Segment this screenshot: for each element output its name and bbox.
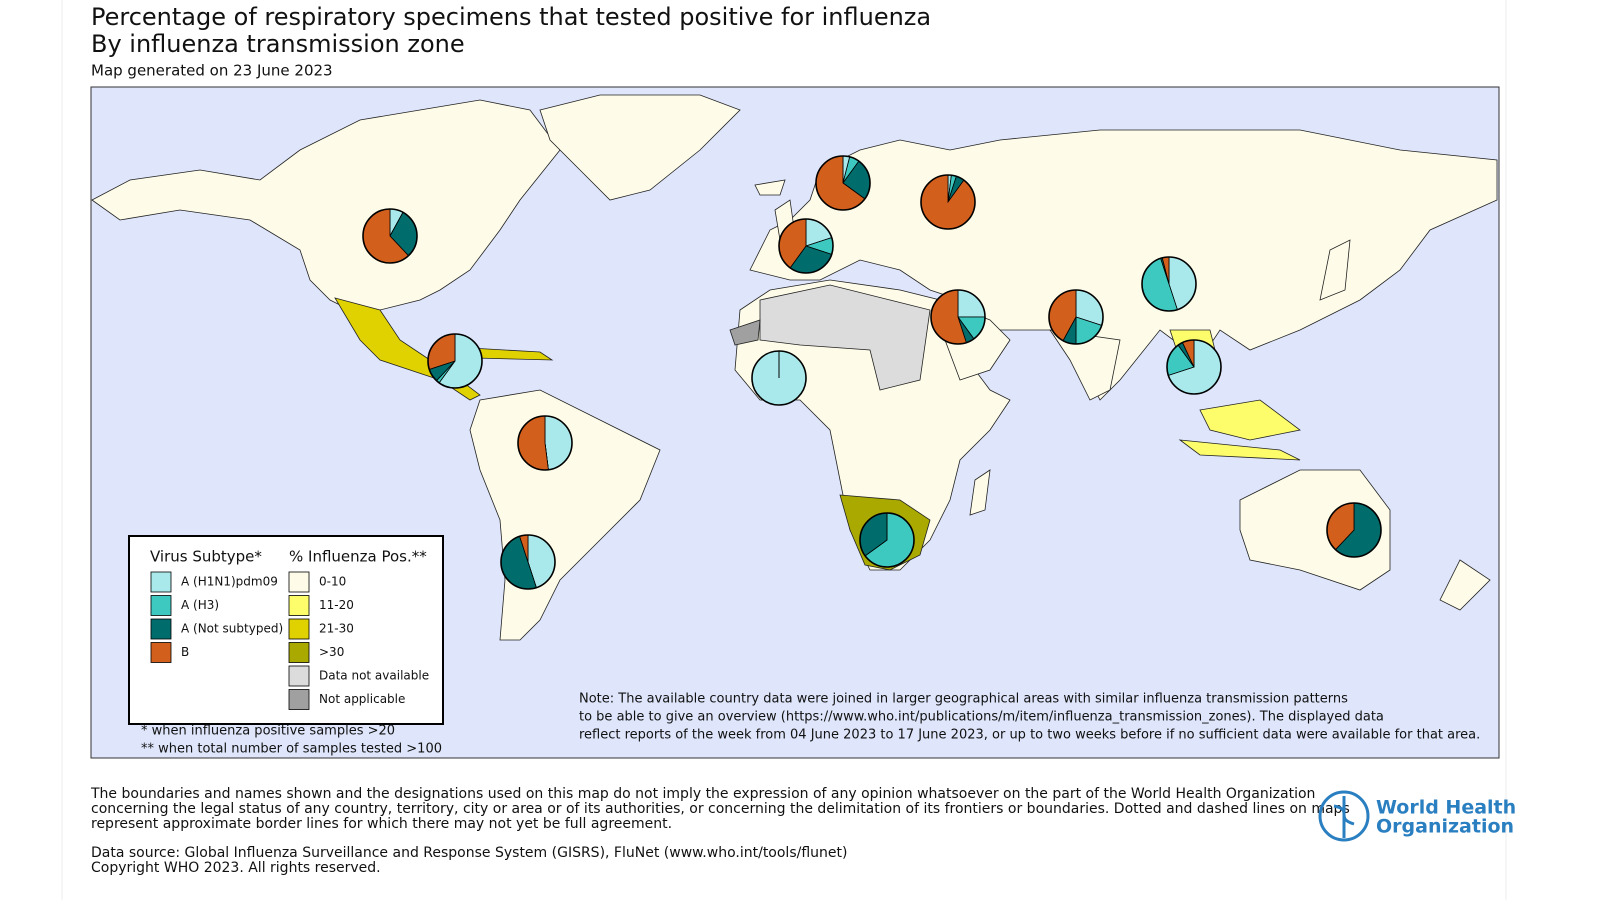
legend-swatch — [288, 642, 310, 663]
legend-label: Data not available — [319, 669, 429, 683]
land — [91, 99, 561, 331]
title: Percentage of respiratory specimens that… — [91, 3, 931, 31]
legend-label: B — [181, 645, 189, 659]
legend-swatch — [288, 689, 310, 710]
legend-swatch — [288, 618, 310, 640]
pie-outline — [1326, 502, 1382, 558]
pie-outline — [1166, 339, 1222, 395]
land — [1439, 559, 1491, 611]
legend-swatch — [150, 642, 172, 663]
logo-text: World Health — [1376, 797, 1516, 819]
logo-text: Organization — [1376, 816, 1514, 838]
note: to be able to give an overview (https://… — [579, 710, 1384, 725]
land — [734, 279, 1011, 571]
disclaimer: represent approximate border lines for w… — [91, 816, 672, 832]
pie-outline — [517, 415, 573, 471]
logo-emblem — [1333, 804, 1355, 826]
legend-swatch — [150, 618, 172, 640]
legend-label: Not applicable — [319, 692, 405, 706]
legend-swatch — [150, 595, 172, 616]
map-date: Map generated on 23 June 2023 — [91, 62, 333, 80]
pie-outline — [1141, 256, 1197, 312]
pie-outline — [920, 174, 976, 230]
land — [1239, 469, 1391, 591]
data-source: Data source: Global Influenza Surveillan… — [91, 845, 847, 861]
land — [754, 179, 786, 196]
legend-box — [128, 535, 444, 725]
legend-swatch — [288, 665, 310, 687]
land — [1199, 399, 1301, 441]
land — [539, 94, 741, 201]
footnote: ** when total number of samples tested >… — [141, 742, 442, 757]
land — [759, 284, 931, 391]
subtitle: By influenza transmission zone — [91, 30, 465, 58]
legend-swatch — [288, 571, 310, 593]
legend-title: % Influenza Pos.** — [289, 548, 427, 566]
pie-outline — [500, 534, 556, 590]
legend-swatch — [288, 595, 310, 616]
legend-label: A (Not subtyped) — [181, 622, 283, 636]
note: reflect reports of the week from 04 June… — [579, 728, 1480, 743]
pie-outline — [1048, 289, 1104, 345]
pie-outline — [930, 289, 986, 345]
logo-emblem — [1318, 790, 1370, 842]
disclaimer: concerning the legal status of any count… — [91, 801, 1350, 817]
pie-outline — [778, 218, 834, 274]
pie-outline — [751, 350, 807, 406]
who-logo: World Health Organization — [1318, 790, 1516, 842]
land — [969, 469, 991, 516]
legend-swatch — [150, 571, 172, 593]
land — [1319, 239, 1351, 301]
legend: Virus Subtype* % Influenza Pos.** A (H1N1)… — [150, 548, 429, 710]
pie-outline — [362, 208, 418, 264]
disclaimer: The boundaries and names shown and the d… — [90, 786, 1315, 802]
land — [729, 319, 761, 346]
legend-label: A (H1N1)pdm09 — [181, 575, 278, 589]
land — [1178, 439, 1301, 461]
pies — [362, 155, 1382, 590]
legend-label: 11-20 — [319, 598, 354, 612]
legend-label: A (H3) — [181, 598, 219, 612]
land — [1049, 329, 1121, 401]
note: Note: The available country data were jo… — [579, 692, 1348, 707]
legend-label: 21-30 — [319, 622, 354, 636]
legend-title: Virus Subtype* — [150, 548, 262, 566]
footnote: * when influenza positive samples >20 — [141, 724, 395, 739]
pie-outline — [815, 155, 871, 211]
copyright: Copyright WHO 2023. All rights reserved. — [91, 860, 381, 876]
pie-outline — [427, 333, 483, 389]
legend-label: >30 — [319, 645, 344, 659]
legend-label: 0-10 — [319, 575, 346, 589]
pie-outline — [859, 512, 915, 568]
